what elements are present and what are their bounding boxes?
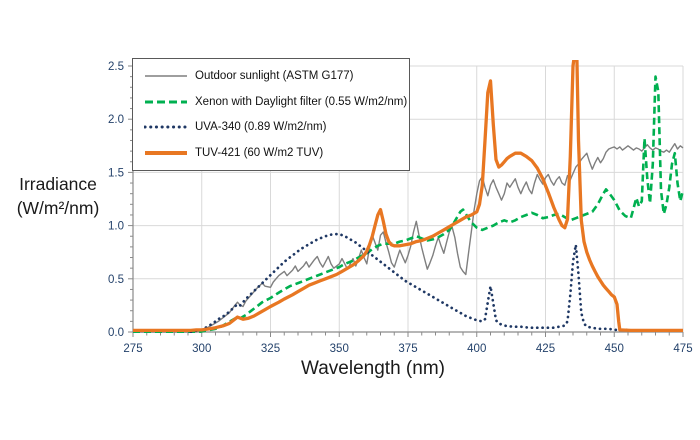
- y-tick-labels: 0.0 0.5 1.0 1.5 2.0 2.5: [108, 61, 124, 339]
- y-axis-label-line1: Irradiance: [19, 174, 97, 194]
- y-tick-label: 0.5: [108, 274, 124, 286]
- y-tick-label: 2.5: [108, 61, 124, 73]
- x-tick-label: 475: [673, 343, 692, 355]
- legend-item-uva-340: UVA-340 (0.89 W/m2/nm): [144, 115, 409, 139]
- x-axis-label: Wavelength (nm): [301, 358, 445, 379]
- legend-label: Xenon with Daylight filter (0.55 W/m2/nm…: [195, 95, 408, 108]
- legend-label: TUV-421 (60 W/m2 TUV): [195, 147, 324, 160]
- legend-item-xenon-daylight-filter: Xenon with Daylight filter (0.55 W/m2/nm…: [144, 90, 409, 114]
- legend: Outdoor sunlight (ASTM G177) Xenon with D…: [132, 58, 410, 171]
- y-axis-label-line2: (W/m²/nm): [16, 198, 100, 219]
- y-tick-label: 1.5: [108, 167, 124, 179]
- legend-label: UVA-340 (0.89 W/m2/nm): [195, 121, 327, 134]
- x-tick-label: 350: [330, 343, 349, 355]
- tick-marks: [128, 65, 684, 337]
- legend-swatch-solid-line: [145, 151, 187, 156]
- x-tick-label: 450: [605, 343, 624, 355]
- x-tick-label: 325: [261, 343, 280, 355]
- y-tick-label: 1.0: [108, 221, 124, 233]
- y-tick-label: 0.0: [108, 327, 124, 339]
- y-axis-label: Irradiance (W/m²/nm): [0, 172, 116, 220]
- series-tuv-421: [133, 60, 683, 333]
- x-tick-labels: 275 300 325 350 375 400 425 450 475: [123, 343, 692, 355]
- legend-item-outdoor-sunlight: Outdoor sunlight (ASTM G177): [144, 64, 409, 88]
- legend-swatch-solid-line: [145, 75, 187, 77]
- x-tick-label: 375: [398, 343, 417, 355]
- legend-label: Outdoor sunlight (ASTM G177): [195, 69, 354, 82]
- series-xenon-daylight-filter: [133, 75, 684, 333]
- legend-swatch-dotted-line: [144, 125, 188, 129]
- x-tick-label: 425: [536, 343, 555, 355]
- series-lines: [133, 60, 684, 333]
- series-uva-340: [189, 232, 633, 333]
- x-tick-label: 300: [192, 343, 211, 355]
- series-outdoor-sunlight: [133, 142, 684, 333]
- y-tick-label: 2.0: [108, 114, 124, 126]
- x-tick-label: 400: [467, 343, 486, 355]
- legend-swatch-dashed-line: [145, 100, 187, 104]
- legend-item-tuv-421: TUV-421 (60 W/m2 TUV): [144, 141, 409, 165]
- x-tick-label: 275: [123, 343, 142, 355]
